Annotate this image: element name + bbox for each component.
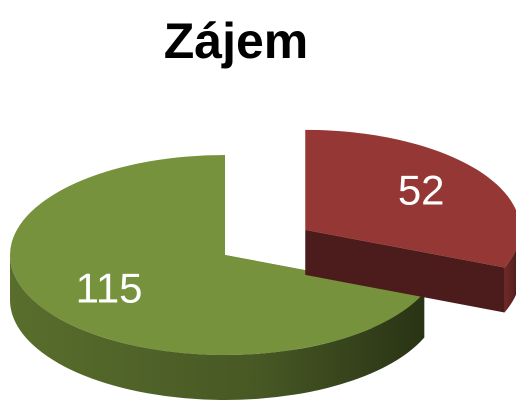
slice-side: [9, 255, 425, 400]
chart-title: Zájem: [164, 13, 309, 69]
data-label: 52: [398, 167, 445, 214]
slice-side: [504, 249, 516, 313]
pie-slice: [305, 129, 516, 268]
data-label: 115: [76, 264, 143, 311]
pie-slice: [9, 154, 425, 355]
slice-wall: [305, 229, 505, 313]
